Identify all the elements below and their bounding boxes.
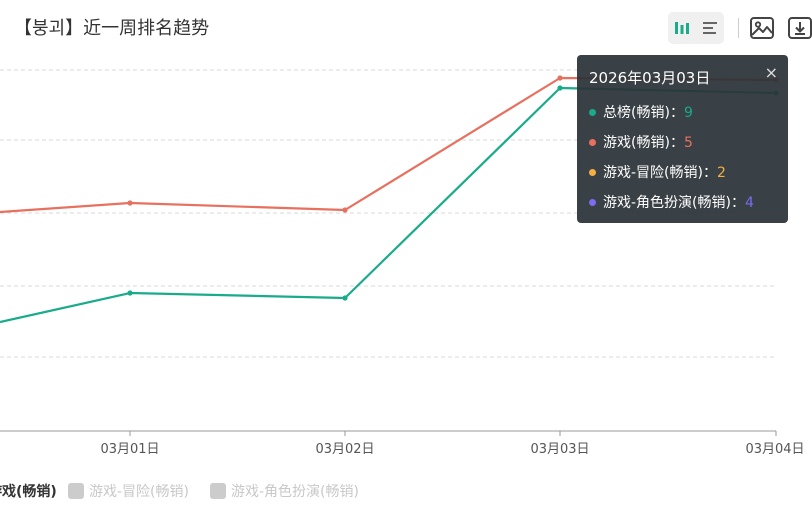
x-tick-label: 03月04日	[745, 442, 804, 457]
data-point[interactable]	[557, 75, 563, 81]
x-tick-label: 03月02日	[315, 442, 374, 457]
legend-swatch-icon	[68, 483, 84, 499]
series-marker-icon	[589, 198, 596, 206]
data-point[interactable]	[342, 207, 348, 213]
legend-swatch-icon	[210, 483, 226, 499]
tooltip-row: 总榜(畅销)：9	[589, 98, 776, 128]
tooltip-series-value: 4	[744, 195, 754, 211]
tooltip-series-label: 游戏(畅销)	[603, 135, 670, 151]
tooltip-series-label: 游戏-冒险(畅销)	[603, 165, 703, 181]
x-tick-label: 03月03日	[530, 442, 589, 457]
data-point[interactable]	[127, 290, 133, 296]
tooltip-row: 游戏-角色扮演(畅销)：4	[589, 188, 776, 218]
legend-item[interactable]: 游戏(畅销)	[0, 482, 57, 502]
tooltip-separator: ：	[702, 165, 717, 181]
tooltip-series-value: 5	[683, 135, 693, 151]
tooltip-separator: ：	[669, 105, 684, 121]
tooltip-date: 2026年03月03日	[589, 69, 711, 87]
legend-label: 游戏-冒险(畅销)	[89, 484, 189, 500]
save-image-icon[interactable]	[746, 12, 778, 44]
download-icon[interactable]	[784, 12, 812, 44]
tooltip-series-label: 游戏-角色扮演(畅销)	[603, 195, 731, 211]
view-toggle-group	[668, 12, 724, 44]
series-marker-icon	[589, 168, 596, 176]
tooltip-row: 游戏(畅销)：5	[589, 128, 776, 158]
tooltip-separator: ：	[730, 195, 745, 211]
close-icon[interactable]: ×	[764, 63, 778, 82]
series-marker-icon	[589, 108, 596, 116]
tooltip-series-value: 2	[716, 165, 726, 181]
x-tick-label: 03月01日	[100, 442, 159, 457]
legend-item[interactable]: 游戏-角色扮演(畅销)	[210, 482, 359, 502]
tooltip-rows: 总榜(畅销)：9 游戏(畅销)：5 游戏-冒险(畅销)：2 游戏-角色扮演(畅销)：4	[589, 98, 776, 218]
data-point[interactable]	[127, 200, 133, 206]
toolbar-divider	[738, 18, 739, 38]
data-point[interactable]	[342, 295, 348, 301]
tooltip-series-value: 9	[683, 105, 693, 121]
tooltip-series-label: 总榜(畅销)	[603, 105, 670, 121]
tooltip-row: 游戏-冒险(畅销)：2	[589, 158, 776, 188]
tooltip-separator: ：	[669, 135, 684, 151]
list-view-toggle-icon[interactable]	[696, 12, 724, 44]
legend-item[interactable]: 游戏-冒险(畅销)	[68, 482, 189, 502]
chart-title: 【붕괴】近一周排名趋势	[14, 18, 210, 39]
series-marker-icon	[589, 138, 596, 146]
data-point[interactable]	[557, 85, 563, 91]
x-axis: 03月01日 03月02日 03月03日 03月04日	[0, 430, 805, 457]
data-tooltip: 2026年03月03日 × 总榜(畅销)：9 游戏(畅销)：5 游戏-冒险(畅销)：…	[577, 55, 788, 223]
legend-label: 游戏(畅销)	[0, 484, 57, 500]
bar-chart-toggle-icon[interactable]	[668, 12, 696, 44]
legend-label: 游戏-角色扮演(畅销)	[231, 484, 359, 500]
